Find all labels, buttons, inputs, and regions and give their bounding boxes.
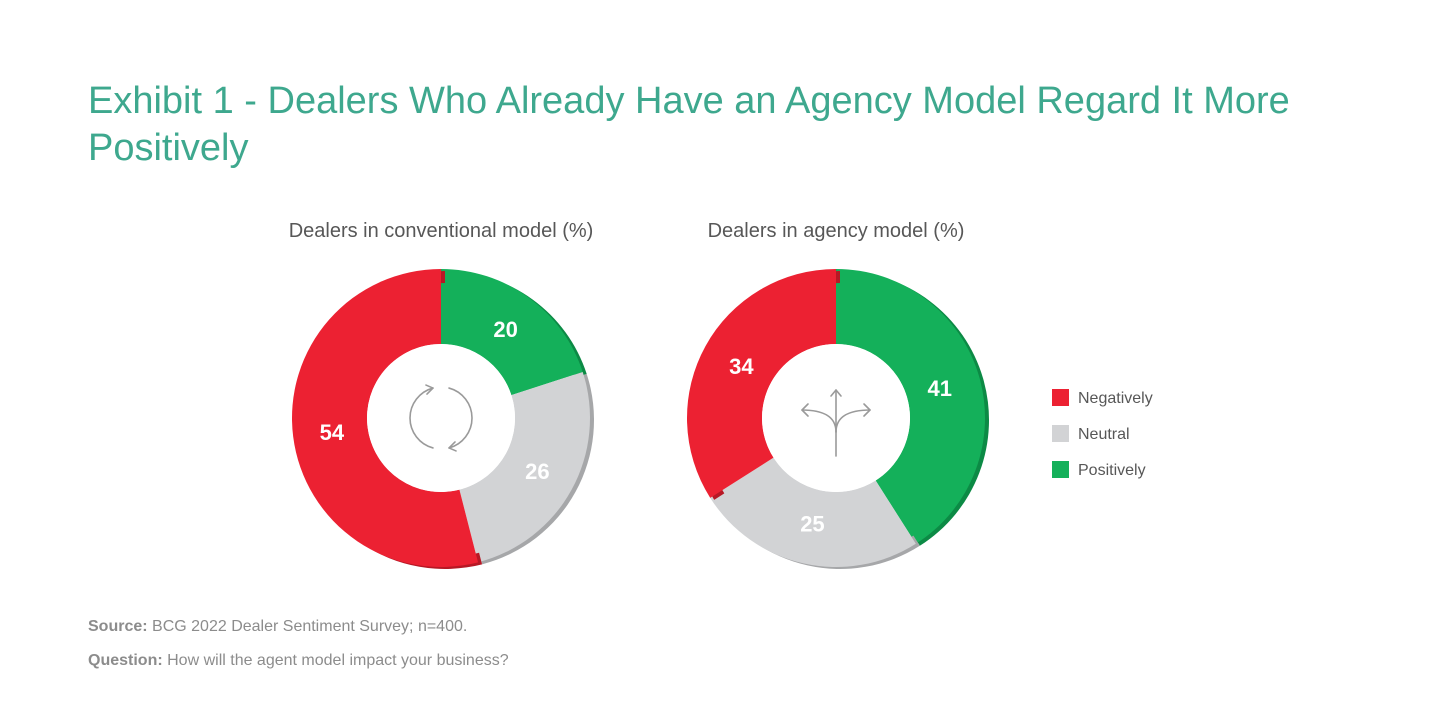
question-label: Question: bbox=[88, 652, 163, 669]
segment-positive bbox=[836, 269, 985, 544]
donut-hole bbox=[367, 344, 515, 492]
segment-neutral bbox=[459, 371, 590, 563]
question-text: How will the agent model impact your bus… bbox=[167, 652, 509, 669]
source-label: Source: bbox=[88, 618, 148, 635]
cycle-arrows-icon bbox=[409, 384, 473, 452]
segment-negative bbox=[292, 269, 479, 567]
data-label-neutral: 25 bbox=[800, 511, 824, 536]
legend-label-positive: Positively bbox=[1078, 462, 1146, 479]
data-label-negative: 54 bbox=[320, 420, 345, 445]
data-label-negative: 34 bbox=[729, 354, 754, 379]
data-label-positive: 41 bbox=[927, 376, 951, 401]
data-label-positive: 20 bbox=[493, 317, 517, 342]
source-text: BCG 2022 Dealer Sentiment Survey; n=400. bbox=[152, 618, 468, 635]
chart-title: Dealers in conventional model (%) bbox=[289, 220, 594, 242]
legend-label-neutral: Neutral bbox=[1078, 426, 1130, 443]
question-note: Question: How will the agent model impac… bbox=[88, 652, 509, 670]
chart-title: Dealers in agency model (%) bbox=[708, 220, 965, 242]
source-note: Source: BCG 2022 Dealer Sentiment Survey… bbox=[88, 618, 467, 636]
legend-label-negative: Negatively bbox=[1078, 390, 1153, 407]
legend-swatch-negative bbox=[1052, 389, 1069, 406]
page-title: Exhibit 1 - Dealers Who Already Have an … bbox=[88, 80, 1290, 169]
segment-positive bbox=[441, 269, 583, 396]
donut-chart-1: Dealers in conventional model (%) 20 26 54 bbox=[289, 220, 594, 569]
segment-neutral bbox=[710, 457, 916, 567]
legend-swatch-positive bbox=[1052, 461, 1069, 478]
segment-negative bbox=[687, 269, 836, 498]
donut-chart-2: Dealers in agency model (%) 41 25 34 bbox=[687, 220, 990, 570]
data-label-neutral: 26 bbox=[525, 459, 549, 484]
chart-legend: Negatively Neutral Positively bbox=[1052, 389, 1153, 479]
legend-swatch-neutral bbox=[1052, 425, 1069, 442]
branching-arrows-icon bbox=[801, 389, 871, 457]
